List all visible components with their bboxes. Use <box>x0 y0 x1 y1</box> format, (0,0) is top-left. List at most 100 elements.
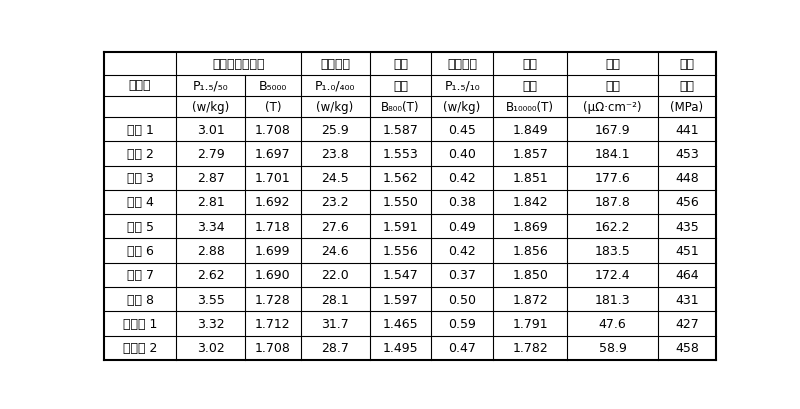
Text: (w/kg): (w/kg) <box>317 101 354 114</box>
Text: 0.40: 0.40 <box>448 148 476 160</box>
Text: 427: 427 <box>675 317 698 330</box>
Text: 431: 431 <box>675 293 698 306</box>
Text: B₅₀₀₀: B₅₀₀₀ <box>258 80 287 92</box>
Text: 高频鐵损: 高频鐵损 <box>320 58 350 71</box>
Text: P₁.₅/₁₀: P₁.₅/₁₀ <box>444 80 480 92</box>
Text: 2.87: 2.87 <box>197 172 225 185</box>
Text: 0.50: 0.50 <box>448 293 476 306</box>
Text: 1.872: 1.872 <box>512 293 548 306</box>
Text: 低场: 低场 <box>393 58 408 71</box>
Text: 高场: 高场 <box>522 58 538 71</box>
Text: 低频鐵损: 低频鐵损 <box>447 58 477 71</box>
Text: 28.1: 28.1 <box>321 293 349 306</box>
Text: 448: 448 <box>675 172 698 185</box>
Text: 456: 456 <box>675 196 698 209</box>
Text: 发明 5: 发明 5 <box>126 220 154 233</box>
Text: 0.59: 0.59 <box>448 317 476 330</box>
Text: 24.5: 24.5 <box>321 172 349 185</box>
Text: 0.45: 0.45 <box>448 123 476 136</box>
Text: 1.728: 1.728 <box>255 293 290 306</box>
Text: 464: 464 <box>675 269 698 282</box>
Text: B₁₀₀₀₀(T): B₁₀₀₀₀(T) <box>506 101 554 114</box>
Text: 2.81: 2.81 <box>197 196 225 209</box>
Text: 0.42: 0.42 <box>448 172 476 185</box>
Text: 1.697: 1.697 <box>255 148 290 160</box>
Text: 177.6: 177.6 <box>594 172 630 185</box>
Text: 1.718: 1.718 <box>255 220 290 233</box>
Text: 1.495: 1.495 <box>382 342 418 355</box>
Text: 3.34: 3.34 <box>197 220 225 233</box>
Text: 24.6: 24.6 <box>322 245 349 258</box>
Text: 发明 8: 发明 8 <box>126 293 154 306</box>
Text: 1.597: 1.597 <box>382 293 418 306</box>
Text: (μΩ·cm⁻²): (μΩ·cm⁻²) <box>583 101 642 114</box>
Text: 1.591: 1.591 <box>382 220 418 233</box>
Text: 187.8: 187.8 <box>594 196 630 209</box>
Text: 3.55: 3.55 <box>197 293 225 306</box>
Text: 1.856: 1.856 <box>512 245 548 258</box>
Text: 1.850: 1.850 <box>512 269 548 282</box>
Text: 181.3: 181.3 <box>594 293 630 306</box>
Text: 1.712: 1.712 <box>255 317 290 330</box>
Text: 1.708: 1.708 <box>255 342 291 355</box>
Text: 0.38: 0.38 <box>448 196 476 209</box>
Text: 3.02: 3.02 <box>197 342 225 355</box>
Text: 0.37: 0.37 <box>448 269 476 282</box>
Text: P₁.₀/₄₀₀: P₁.₀/₄₀₀ <box>315 80 355 92</box>
Text: 451: 451 <box>675 245 698 258</box>
Text: 强度: 强度 <box>679 80 694 92</box>
Text: 1.547: 1.547 <box>382 269 418 282</box>
Text: 58.9: 58.9 <box>598 342 626 355</box>
Text: 172.4: 172.4 <box>594 269 630 282</box>
Text: 22.0: 22.0 <box>321 269 349 282</box>
Text: 层间: 层间 <box>605 58 620 71</box>
Text: 对比例 2: 对比例 2 <box>123 342 158 355</box>
Text: 发明 7: 发明 7 <box>126 269 154 282</box>
Text: 发明 6: 发明 6 <box>126 245 154 258</box>
Text: 2.79: 2.79 <box>197 148 225 160</box>
Text: 1.782: 1.782 <box>512 342 548 355</box>
Text: 28.7: 28.7 <box>321 342 349 355</box>
Text: 1.556: 1.556 <box>382 245 418 258</box>
Text: P₁.₅/₅₀: P₁.₅/₅₀ <box>193 80 229 92</box>
Text: 25.9: 25.9 <box>321 123 349 136</box>
Text: (w/kg): (w/kg) <box>192 101 230 114</box>
Text: 0.47: 0.47 <box>448 342 476 355</box>
Text: 发明 2: 发明 2 <box>126 148 154 160</box>
Text: 1.849: 1.849 <box>512 123 548 136</box>
Text: 435: 435 <box>675 220 698 233</box>
Text: B₈₀₀(T): B₈₀₀(T) <box>381 101 420 114</box>
Text: 1.553: 1.553 <box>382 148 418 160</box>
Text: 0.42: 0.42 <box>448 245 476 258</box>
Text: 发明 4: 发明 4 <box>126 196 154 209</box>
Text: 1.550: 1.550 <box>382 196 418 209</box>
Text: 平均工频磁性能: 平均工频磁性能 <box>212 58 265 71</box>
Text: 184.1: 184.1 <box>594 148 630 160</box>
Text: 3.01: 3.01 <box>197 123 225 136</box>
Text: 1.842: 1.842 <box>512 196 548 209</box>
Text: 磁感: 磁感 <box>393 80 408 92</box>
Text: 2.88: 2.88 <box>197 245 225 258</box>
Text: 167.9: 167.9 <box>594 123 630 136</box>
Text: 1.699: 1.699 <box>255 245 290 258</box>
Text: 31.7: 31.7 <box>321 317 349 330</box>
Text: 1.562: 1.562 <box>382 172 418 185</box>
Text: 2.62: 2.62 <box>197 269 225 282</box>
Text: 23.2: 23.2 <box>322 196 349 209</box>
Text: 0.49: 0.49 <box>448 220 476 233</box>
Text: 23.8: 23.8 <box>321 148 349 160</box>
Text: 453: 453 <box>675 148 698 160</box>
Text: (T): (T) <box>265 101 281 114</box>
Text: 发明 3: 发明 3 <box>126 172 154 185</box>
Text: 1.692: 1.692 <box>255 196 290 209</box>
Text: 1.701: 1.701 <box>255 172 290 185</box>
Text: 抗拉: 抗拉 <box>679 58 694 71</box>
Text: 1.690: 1.690 <box>255 269 290 282</box>
Text: 发明 1: 发明 1 <box>126 123 154 136</box>
Text: 441: 441 <box>675 123 698 136</box>
Text: 162.2: 162.2 <box>594 220 630 233</box>
Text: 1.857: 1.857 <box>512 148 548 160</box>
Text: (w/kg): (w/kg) <box>443 101 481 114</box>
Text: 183.5: 183.5 <box>594 245 630 258</box>
Text: 实施例: 实施例 <box>129 79 151 92</box>
